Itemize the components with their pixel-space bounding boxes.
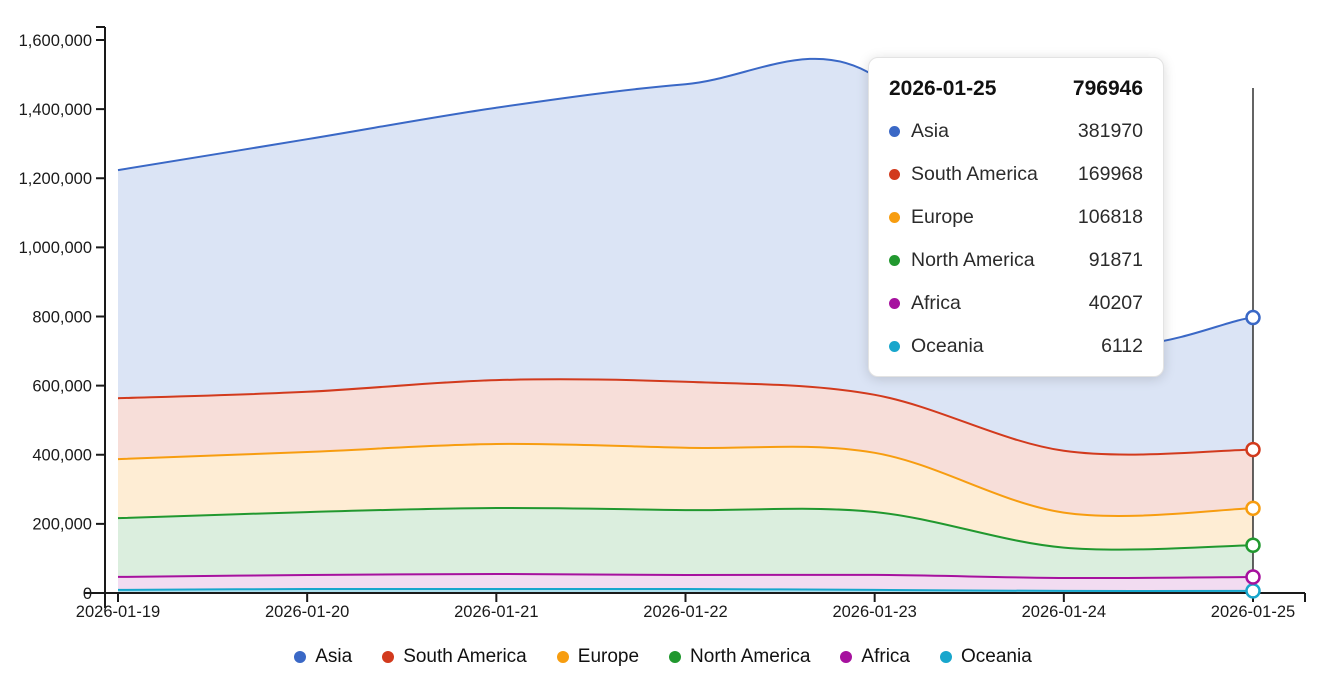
south-america-legend-dot-icon: [382, 651, 395, 663]
tooltip-series-name: Europe: [911, 206, 974, 228]
south-america-dot-icon: [889, 169, 900, 180]
legend-item-label: North America: [690, 646, 811, 667]
series-line-south-america: [117, 378, 1254, 456]
x-axis-label: 2026-01-20: [265, 603, 349, 621]
x-axis-label: 2026-01-19: [76, 603, 160, 621]
tooltip-series-name: Asia: [911, 120, 949, 142]
tooltip-row-north-america: North America 91871: [889, 249, 1143, 272]
series-line-europe: [117, 442, 1254, 517]
legend-item-south-america[interactable]: South America: [382, 646, 527, 668]
axes: 0 200,000 400,000 600,000 800,000 1,000,000 1,…: [19, 26, 1306, 621]
legend-item-label: Europe: [577, 646, 640, 667]
y-axis-label: 1,000,000: [19, 239, 92, 257]
series-line-africa: [117, 573, 1254, 580]
hover-marker-south-america: [1245, 441, 1261, 458]
series-line-north-america: [117, 506, 1254, 551]
x-axis-label: 2026-01-22: [643, 603, 727, 621]
legend-item-north-america[interactable]: North America: [669, 646, 810, 668]
y-axis-label: 1,200,000: [19, 170, 92, 188]
hover-marker-north-america: [1245, 537, 1261, 553]
tooltip-series-name: Oceania: [911, 335, 984, 357]
legend-item-label: Africa: [861, 646, 910, 667]
tooltip-rows: Asia 381970 South America 169968 Europe 10681…: [889, 120, 1143, 358]
tooltip-row-south-america: South America 169968: [889, 163, 1143, 186]
y-axis-label: 600,000: [32, 377, 92, 395]
tooltip-row-asia: Asia 381970: [889, 120, 1143, 143]
y-axis-label: 200,000: [32, 516, 92, 534]
asia-legend-dot-icon: [294, 651, 307, 663]
y-axis-label: 400,000: [32, 447, 92, 465]
series-line-oceania: [117, 587, 1254, 592]
y-axis-label: 1,400,000: [19, 101, 92, 119]
hover-marker-asia: [1245, 309, 1261, 326]
tooltip-row-europe: Europe 106818: [889, 206, 1143, 229]
africa-legend-dot-icon: [840, 651, 853, 663]
x-axis-label: 2026-01-23: [832, 603, 916, 621]
y-axis-label: 1,600,000: [19, 32, 92, 50]
x-axis-label: 2026-01-21: [454, 603, 538, 621]
tooltip-series-name: Africa: [911, 292, 961, 314]
legend: Asia South America Europe North America Afri…: [0, 646, 1326, 668]
legend-item-europe[interactable]: Europe: [556, 646, 640, 668]
area-band-europe: [118, 443, 1254, 550]
north-america-dot-icon: [889, 255, 900, 266]
tooltip-row-oceania: Oceania 6112: [889, 335, 1143, 358]
tooltip-series-value: 381970: [1077, 120, 1143, 142]
y-axis-label: 0: [83, 585, 92, 603]
tooltip-total: 796946: [1072, 77, 1143, 100]
tooltip-series-value: 6112: [1101, 335, 1143, 357]
legend-item-oceania[interactable]: Oceania: [940, 646, 1032, 668]
oceania-dot-icon: [889, 341, 900, 352]
africa-dot-icon: [889, 298, 900, 309]
tooltip-series-name: South America: [911, 163, 1038, 185]
europe-legend-dot-icon: [556, 651, 569, 663]
legend-item-africa[interactable]: Africa: [840, 646, 910, 668]
legend-item-label: Oceania: [961, 646, 1032, 667]
x-axis-label: 2026-01-25: [1211, 603, 1295, 621]
tooltip-date: 2026-01-25: [889, 77, 997, 100]
legend-item-label: South America: [403, 646, 527, 667]
hover-marker-africa: [1245, 569, 1261, 585]
area-band-africa: [118, 574, 1254, 591]
tooltip-row-africa: Africa 40207: [889, 292, 1143, 315]
tooltip: 2026-01-25 796946 Asia 381970 South Americ…: [868, 57, 1164, 377]
y-axis-label: 800,000: [32, 308, 92, 326]
tooltip-series-value: 91871: [1088, 249, 1143, 271]
tooltip-series-name: North America: [911, 249, 1035, 271]
tooltip-series-value: 169968: [1077, 163, 1143, 185]
x-axis-label: 2026-01-24: [1022, 603, 1106, 621]
hover-marker-europe: [1245, 500, 1261, 517]
area-band-oceania: [118, 588, 1254, 593]
europe-dot-icon: [889, 212, 900, 223]
asia-dot-icon: [889, 126, 900, 137]
legend-item-asia[interactable]: Asia: [294, 646, 352, 668]
north-america-legend-dot-icon: [669, 651, 682, 663]
legend-item-label: Asia: [315, 646, 353, 667]
area-band-north-america: [118, 507, 1254, 579]
tooltip-series-value: 106818: [1077, 206, 1143, 228]
hover-marker-oceania: [1245, 583, 1261, 599]
oceania-legend-dot-icon: [940, 651, 952, 663]
tooltip-series-value: 40207: [1088, 292, 1143, 314]
tooltip-header: 2026-01-25 796946: [889, 78, 1143, 100]
